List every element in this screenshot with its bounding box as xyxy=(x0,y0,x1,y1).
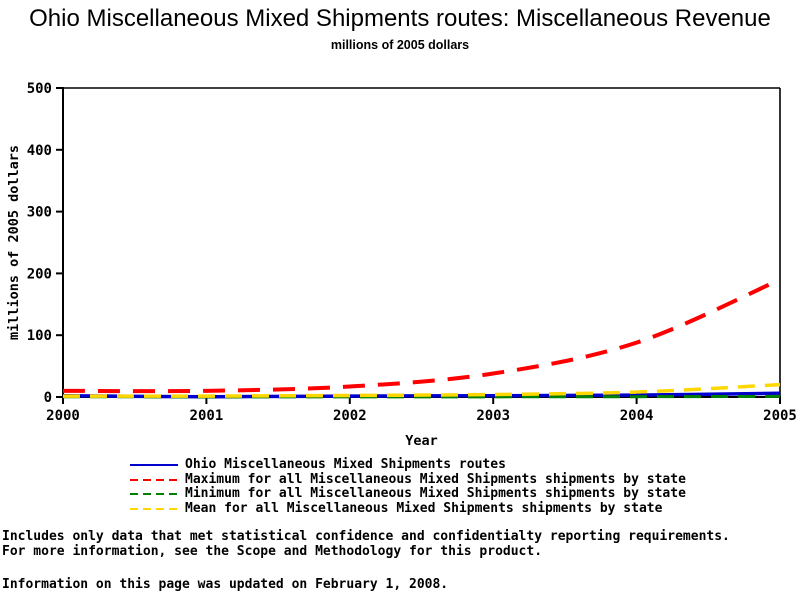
x-axis-title: Year xyxy=(405,433,438,449)
y-tick-label: 400 xyxy=(27,143,52,159)
legend-label-maximum: Maximum for all Miscellaneous Mixed Ship… xyxy=(185,471,686,487)
y-tick-label: 0 xyxy=(44,390,52,406)
y-axis-title: millions of 2005 dollars xyxy=(6,145,22,340)
chart-title: Ohio Miscellaneous Mixed Shipments route… xyxy=(29,5,771,32)
series-line-1 xyxy=(62,277,781,394)
x-tick-label: 2001 xyxy=(190,408,224,424)
x-tick-label: 2003 xyxy=(476,408,510,424)
legend-label-minimum: Minimum for all Miscellaneous Mixed Ship… xyxy=(185,486,686,502)
y-tick-label: 300 xyxy=(27,205,52,221)
x-tick-label: 2005 xyxy=(763,408,797,424)
legend-item-maximum: Maximum for all Miscellaneous Mixed Ship… xyxy=(130,471,686,488)
legend-swatch-minimum-line xyxy=(130,493,178,496)
legend-swatch-ohio-line xyxy=(130,464,178,467)
x-tick-label: 2000 xyxy=(46,408,80,424)
x-tick-label: 2002 xyxy=(333,408,367,424)
footnote-confidence: Includes only data that met statistical … xyxy=(2,529,730,559)
legend-label-ohio: Ohio Miscellaneous Mixed Shipments route… xyxy=(185,457,506,472)
legend-label-mean: Mean for all Miscellaneous Mixed Shipmen… xyxy=(185,500,663,516)
legend: Ohio Miscellaneous Mixed Shipments route… xyxy=(130,457,686,517)
series-line-3 xyxy=(62,382,781,398)
footnote-line-1: Includes only data that met statistical … xyxy=(2,529,730,544)
legend-item-minimum: Minimum for all Miscellaneous Mixed Ship… xyxy=(130,487,686,502)
y-tick-label: 100 xyxy=(27,328,52,344)
legend-item-ohio: Ohio Miscellaneous Mixed Shipments route… xyxy=(130,457,686,473)
footnote-updated-date: Information on this page was updated on … xyxy=(2,577,449,592)
y-tick-label: 200 xyxy=(27,266,52,282)
legend-swatch-mean-line xyxy=(130,508,178,511)
y-tick-label: 500 xyxy=(27,81,52,97)
legend-swatch-maximum-line xyxy=(130,478,178,481)
x-tick-label: 2004 xyxy=(620,408,654,424)
legend-item-mean: Mean for all Miscellaneous Mixed Shipmen… xyxy=(130,500,686,517)
chart-subtitle: millions of 2005 dollars xyxy=(330,38,470,52)
footnote-line-2: For more information, see the Scope and … xyxy=(2,543,543,559)
